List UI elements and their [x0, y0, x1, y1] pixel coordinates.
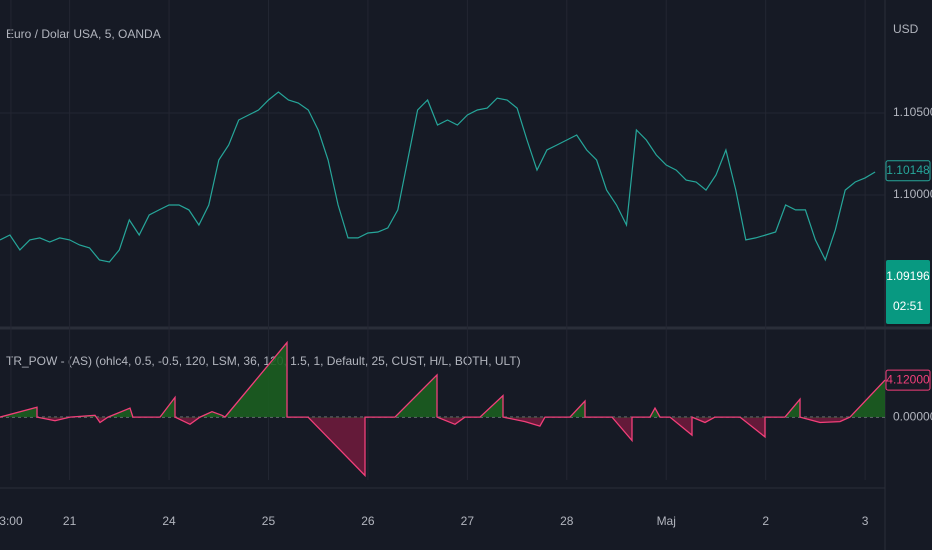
- price-tag-label: 4.12000: [886, 372, 930, 386]
- series-line: [0, 91, 876, 263]
- last-price-label: 1.09196: [886, 269, 930, 283]
- countdown: 02:51: [893, 299, 923, 313]
- price-tag-label: 1.10148: [886, 163, 930, 177]
- chart-title: Euro / Dolar USA, 5, OANDA: [6, 27, 161, 41]
- last-price-tag: [886, 260, 930, 324]
- y-tick-label: 1.10500: [893, 105, 932, 119]
- y-axis-label: USD: [893, 22, 919, 36]
- y-tick-label: 1.10000: [893, 187, 932, 201]
- indicator-title: TR_POW - (AS) (ohlc4, 0.5, -0.5, 120, LS…: [6, 354, 521, 368]
- x-tick-label: Maj: [657, 514, 676, 528]
- area-positive: [0, 342, 885, 418]
- x-tick-label: 2: [762, 514, 769, 528]
- x-tick-label: 28: [560, 514, 574, 528]
- x-tick-label: 3: [862, 514, 869, 528]
- x-tick-label: 24: [162, 514, 176, 528]
- x-tick-label: 26: [361, 514, 375, 528]
- x-tick-label: 27: [461, 514, 475, 528]
- price-tag: [885, 160, 931, 182]
- series-line: [0, 340, 886, 478]
- x-tick-label: 3:00: [0, 514, 23, 528]
- x-tick-label: 25: [262, 514, 276, 528]
- y-tick-label: 0.00000: [893, 409, 932, 423]
- x-tick-label: 21: [63, 514, 77, 528]
- price-tag: [885, 369, 931, 391]
